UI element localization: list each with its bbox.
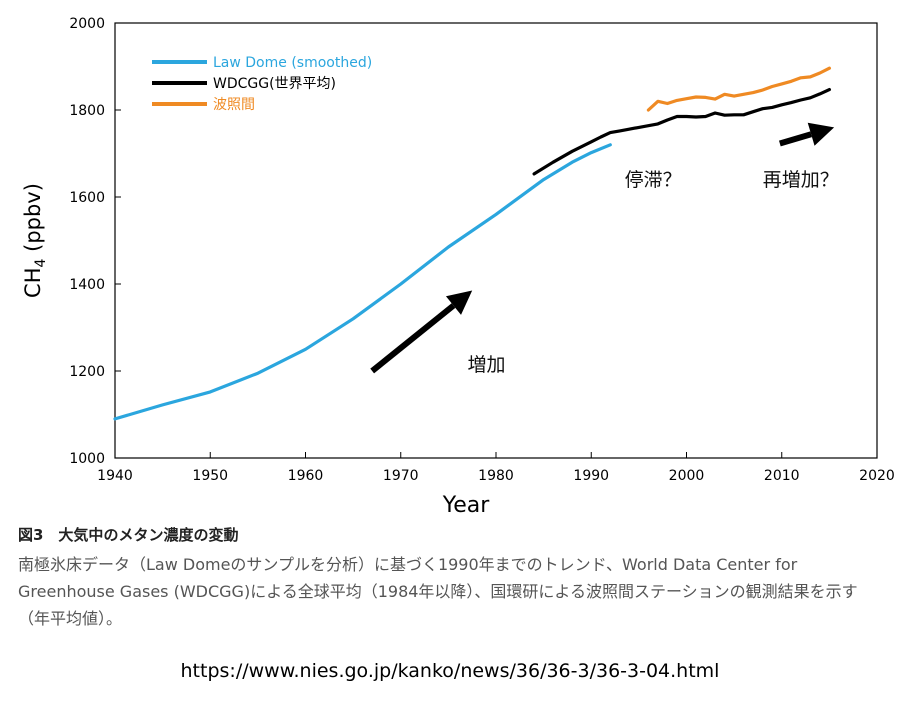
x-axis-label: Year: [442, 493, 491, 518]
y-tick-label: 1400: [69, 277, 105, 293]
figure-caption-body: 南極氷床データ（Law Domeのサンプルを分析）に基づく1990年までのトレン…: [18, 555, 858, 628]
x-tick-label: 1970: [383, 468, 419, 484]
methane-chart: 1940 1950 1960 1970 1980 1990 2000 2010 2020 1000…: [21, 16, 895, 518]
arrow-1: [778, 122, 835, 147]
arrow-head: [807, 122, 835, 146]
annotation-1: 停滞？: [625, 169, 682, 191]
legend: Law Dome (smoothed) WDCGG(世界平均) 波照間: [152, 55, 372, 113]
arrow-head: [445, 290, 473, 315]
annotation-2: 再増加？: [763, 169, 839, 191]
legend-label-1: WDCGG(世界平均): [213, 76, 336, 92]
x-tick-label: 1980: [478, 468, 514, 484]
x-tick-label: 1990: [573, 468, 609, 484]
legend-label-0: Law Dome (smoothed): [213, 55, 372, 71]
arrow-0: [370, 290, 473, 374]
y-axis-label: CH4 (ppbv): [21, 183, 49, 298]
figure-caption-title: 図3 大気中のメタン濃度の変動: [18, 526, 239, 544]
x-tick-label: 2000: [669, 468, 705, 484]
y-tick-label: 2000: [69, 16, 105, 32]
y-tick-label: 1200: [69, 364, 105, 380]
series-line-1: [532, 87, 832, 176]
source-url: https://www.nies.go.jp/kanko/news/36/36-…: [180, 660, 720, 682]
annotations: 増加 停滞？ 再増加？: [370, 122, 839, 376]
y-tick-label: 1800: [69, 103, 105, 119]
y-tick-label: 1600: [69, 190, 105, 206]
x-tick-label: 1950: [192, 468, 228, 484]
x-tick-label: 1960: [288, 468, 324, 484]
annotation-0: 増加: [467, 354, 505, 376]
x-tick-label: 2020: [859, 468, 895, 484]
series-line-2: [646, 66, 832, 112]
legend-label-2: 波照間: [213, 97, 255, 113]
series-group: [113, 66, 832, 421]
arrow-shaft: [370, 303, 456, 374]
x-tick-label: 2010: [764, 468, 800, 484]
arrow-shaft: [778, 131, 812, 147]
axes: 1940 1950 1960 1970 1980 1990 2000 2010 2020 1000…: [21, 16, 895, 518]
series-line-0: [113, 143, 612, 421]
x-tick-label: 1940: [97, 468, 133, 484]
y-tick-label: 1000: [69, 451, 105, 467]
